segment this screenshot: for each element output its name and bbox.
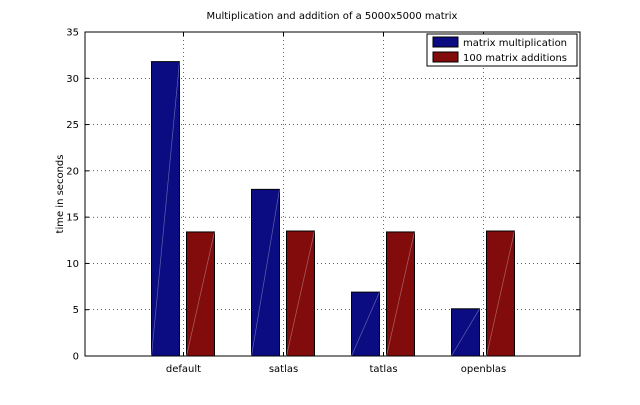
y-tick-label: 0	[73, 352, 79, 363]
bar-shading-line	[251, 189, 280, 357]
legend-label-matrix-multiplication: matrix multiplication	[463, 38, 567, 49]
bar-matrix-additions-openblas	[486, 230, 515, 357]
bar-shading-line	[486, 230, 515, 357]
bar-shading-line	[451, 308, 480, 357]
y-tick-label: 20	[66, 166, 79, 177]
bar-shading-line	[386, 231, 415, 357]
plot-area-frame	[84, 31, 581, 357]
legend-swatch-matrix-multiplication	[432, 36, 459, 48]
legend: matrix multiplication 100 matrix additio…	[426, 33, 578, 67]
bar-shading-line	[186, 231, 215, 357]
chart-title: Multiplication and addition of a 5000x50…	[207, 11, 458, 22]
x-tick-label: tatlas	[369, 364, 397, 375]
axis-ticks: 0 5 10 15 20 25 30 35 default satlas tatlas openbla…	[66, 28, 580, 375]
legend-label-matrix-additions: 100 matrix additions	[463, 53, 567, 64]
bar-matrix-additions-tatlas	[386, 231, 415, 357]
y-tick-label: 35	[66, 28, 79, 39]
bar-shading-line	[151, 61, 180, 357]
bar-matrix-multiplication-default	[151, 61, 180, 357]
y-tick-label: 30	[66, 74, 79, 85]
bars	[151, 61, 515, 357]
y-tick-label: 15	[66, 213, 79, 224]
bar-matrix-multiplication-tatlas	[351, 291, 380, 357]
y-tick-label: 25	[66, 120, 79, 131]
bar-matrix-multiplication-openblas	[451, 308, 480, 357]
legend-swatch-matrix-additions	[432, 51, 459, 63]
y-axis-label: time in seconds	[55, 155, 66, 234]
x-tick-label: openblas	[461, 364, 506, 375]
bar-shading-line	[286, 230, 315, 357]
bar-matrix-additions-default	[186, 231, 215, 357]
bar-matrix-additions-satlas	[286, 230, 315, 357]
y-tick-label: 5	[73, 305, 79, 316]
x-tick-label: satlas	[269, 364, 298, 375]
bar-matrix-multiplication-satlas	[251, 188, 280, 357]
y-tick-label: 10	[66, 259, 79, 270]
bar-shading-line	[351, 291, 380, 357]
x-tick-label: default	[166, 364, 201, 375]
